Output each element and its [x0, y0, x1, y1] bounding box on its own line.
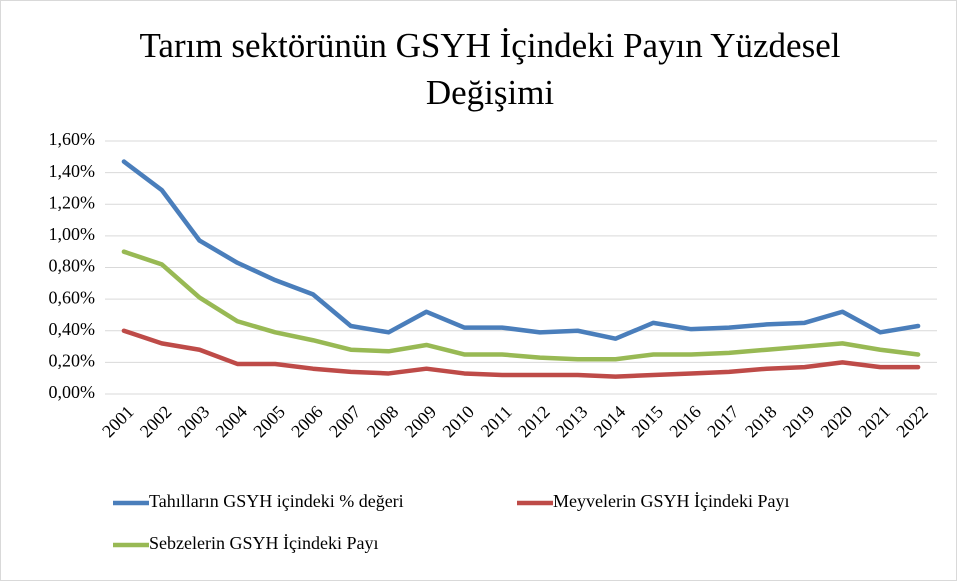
y-tick-label: 0,80%: [49, 256, 96, 276]
y-tick-label: 1,20%: [49, 192, 96, 212]
y-tick-label: 1,00%: [49, 224, 96, 244]
y-tick-label: 0,00%: [49, 382, 96, 402]
legend-label: Meyvelerin GSYH İçindeki Payı: [553, 491, 789, 511]
y-tick-label: 1,60%: [49, 129, 96, 149]
series-line: [121, 328, 921, 379]
legend-label: Tahılların GSYH içindeki % değeri: [149, 491, 404, 511]
series-line: [121, 159, 921, 341]
y-tick-label: 1,40%: [49, 161, 96, 181]
legend-label: Sebzelerin GSYH İçindeki Payı: [149, 533, 378, 553]
chart-title: Tarım sektörünün GSYH İçindeki Payın Yüz…: [139, 26, 841, 112]
y-tick-label: 0,60%: [49, 287, 96, 307]
y-tick-label: 0,20%: [49, 351, 96, 371]
series-line: [121, 249, 921, 362]
y-tick-label: 0,40%: [49, 319, 96, 339]
